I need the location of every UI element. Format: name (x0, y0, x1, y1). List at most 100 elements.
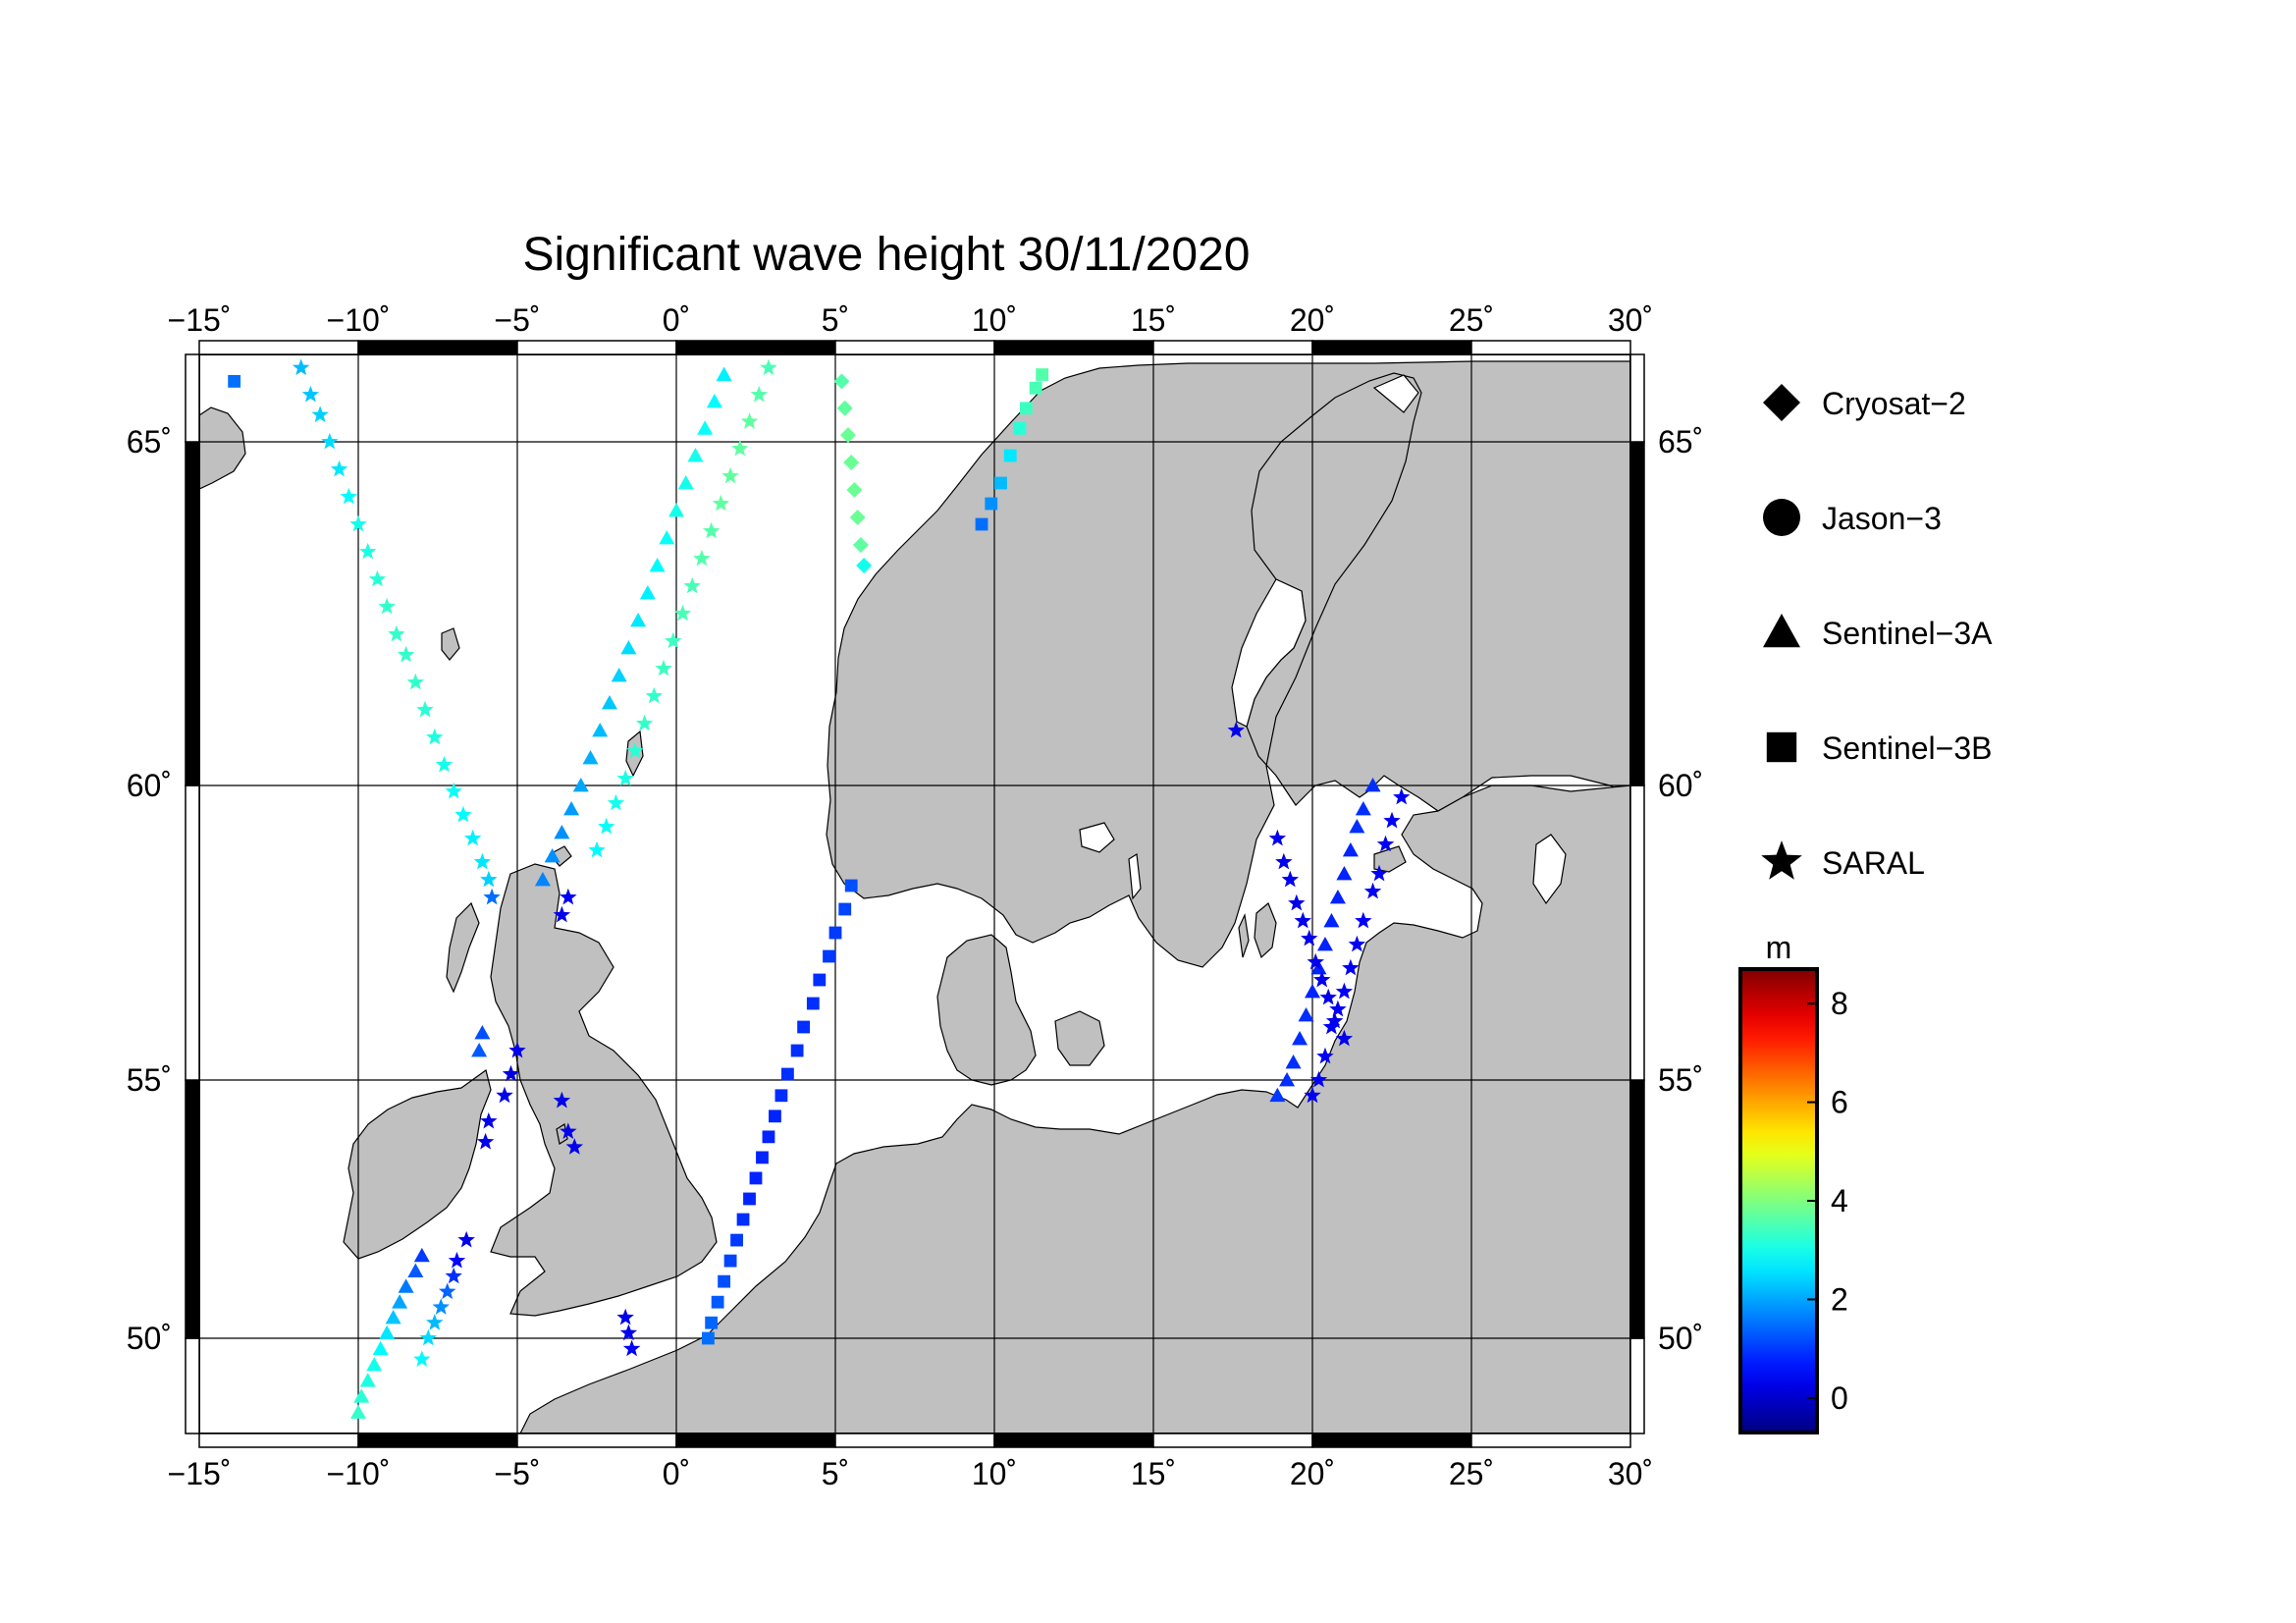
track-point-star (413, 1350, 431, 1367)
track-point-star (359, 542, 377, 560)
track-point-triangle (366, 1356, 383, 1372)
land-gotland (1254, 902, 1277, 959)
track-point-triangle (372, 1340, 389, 1356)
track-point-star (565, 1138, 584, 1155)
track-point-star (330, 460, 348, 477)
track-point-star (1309, 1070, 1328, 1088)
track-point-triangle (379, 1325, 396, 1340)
lat-tick-label: 50˚ (1658, 1321, 1703, 1356)
lon-tick-label: 10˚ (972, 1456, 1017, 1491)
track-point-star (480, 1111, 498, 1129)
track-point-star (473, 852, 492, 870)
track-point-star (1313, 970, 1331, 988)
track-point-diamond (856, 558, 873, 573)
track-point-star (292, 358, 310, 376)
track-point-triangle (392, 1294, 408, 1309)
track-point-star (1304, 1086, 1321, 1104)
lat-tick-label: 60˚ (127, 768, 172, 803)
land-ireland (343, 1068, 492, 1260)
track-point-square (790, 1044, 804, 1057)
track-point-triangle (592, 723, 609, 737)
track-point-triangle (611, 668, 627, 682)
track-point-star (502, 1064, 520, 1082)
lon-tick-label: −5˚ (494, 1456, 540, 1491)
track-point-triangle (1279, 1072, 1296, 1087)
track-point-square (838, 902, 852, 916)
track-point-triangle (716, 366, 732, 381)
lat-tick-label: 55˚ (127, 1062, 172, 1098)
track-point-star (598, 817, 615, 835)
track-point-square (762, 1130, 775, 1144)
track-point-star (683, 576, 701, 594)
land-zealand (1054, 1010, 1105, 1066)
legend-label: Sentinel−3A (1822, 616, 1993, 651)
track-point-star (1355, 911, 1372, 929)
colorbar-unit-label: m (1766, 930, 1792, 965)
track-point-triangle (1323, 913, 1340, 928)
lon-tick-label: 0˚ (663, 1456, 690, 1491)
track-point-star (416, 700, 434, 718)
track-point-triangle (620, 640, 637, 655)
track-point-star (560, 888, 577, 905)
track-point-star (476, 1132, 495, 1150)
track-point-star (1301, 929, 1318, 947)
frame-band-bottom (834, 1433, 995, 1448)
land-iceland (198, 406, 246, 490)
track-point-square (781, 1067, 794, 1081)
lon-tick-label: 15˚ (1131, 302, 1176, 338)
land-saaremaa (1373, 845, 1407, 873)
track-point-square (730, 1233, 743, 1247)
track-point-star (553, 905, 571, 923)
track-point-square (1020, 402, 1033, 415)
lat-tick-label: 55˚ (1658, 1062, 1703, 1098)
track-point-star (1316, 1047, 1334, 1064)
track-point-star (1307, 952, 1324, 970)
track-point-star (1383, 811, 1401, 829)
track-point-triangle (630, 613, 647, 627)
frame-band-left (185, 1079, 200, 1339)
track-point-triangle (350, 1404, 366, 1419)
track-point-star (1335, 982, 1354, 1000)
track-point-triangle (1316, 937, 1333, 951)
track-point-diamond (836, 400, 853, 416)
lon-tick-label: 5˚ (822, 1456, 849, 1491)
track-point-square (1013, 421, 1027, 435)
track-point-triangle (1292, 1031, 1308, 1046)
track-point-triangle (572, 778, 589, 792)
map-frame (185, 340, 1645, 1448)
track-point-star (406, 673, 425, 690)
frame-band-top (1470, 340, 1631, 355)
track-point-triangle (474, 1025, 491, 1040)
frame-band-bottom (1152, 1433, 1313, 1448)
land-faroe (441, 627, 460, 661)
track-point-square (797, 1020, 810, 1034)
track-point-star (1335, 1029, 1354, 1047)
track-point-star (1268, 829, 1287, 846)
track-point-star (665, 631, 682, 649)
track-point-triangle (1336, 866, 1353, 881)
colorbar-tick-label: 2 (1831, 1281, 1848, 1317)
track-point-square (723, 1254, 737, 1268)
track-point-square (813, 973, 827, 987)
land-continent (519, 784, 1631, 1434)
track-point-square (743, 1192, 756, 1206)
track-point-triangle (1269, 1087, 1286, 1103)
track-point-triangle (706, 393, 722, 408)
track-point-diamond (846, 482, 863, 498)
track-point-star (635, 714, 654, 731)
track-point-diamond (852, 537, 869, 553)
track-point-square (975, 517, 988, 531)
track-point-star (435, 755, 454, 773)
lat-tick-label: 60˚ (1658, 768, 1703, 803)
track-point-star (432, 1298, 450, 1315)
track-point-triangle (697, 420, 714, 435)
track-point-star (1363, 882, 1382, 899)
track-point-star (1325, 1011, 1344, 1029)
track-point-square (1036, 368, 1048, 381)
track-point-triangle (1342, 842, 1359, 857)
track-point-star (378, 597, 396, 615)
track-point-star (560, 1122, 577, 1139)
track-point-triangle (544, 848, 561, 863)
lon-tick-label: 25˚ (1449, 1456, 1494, 1491)
